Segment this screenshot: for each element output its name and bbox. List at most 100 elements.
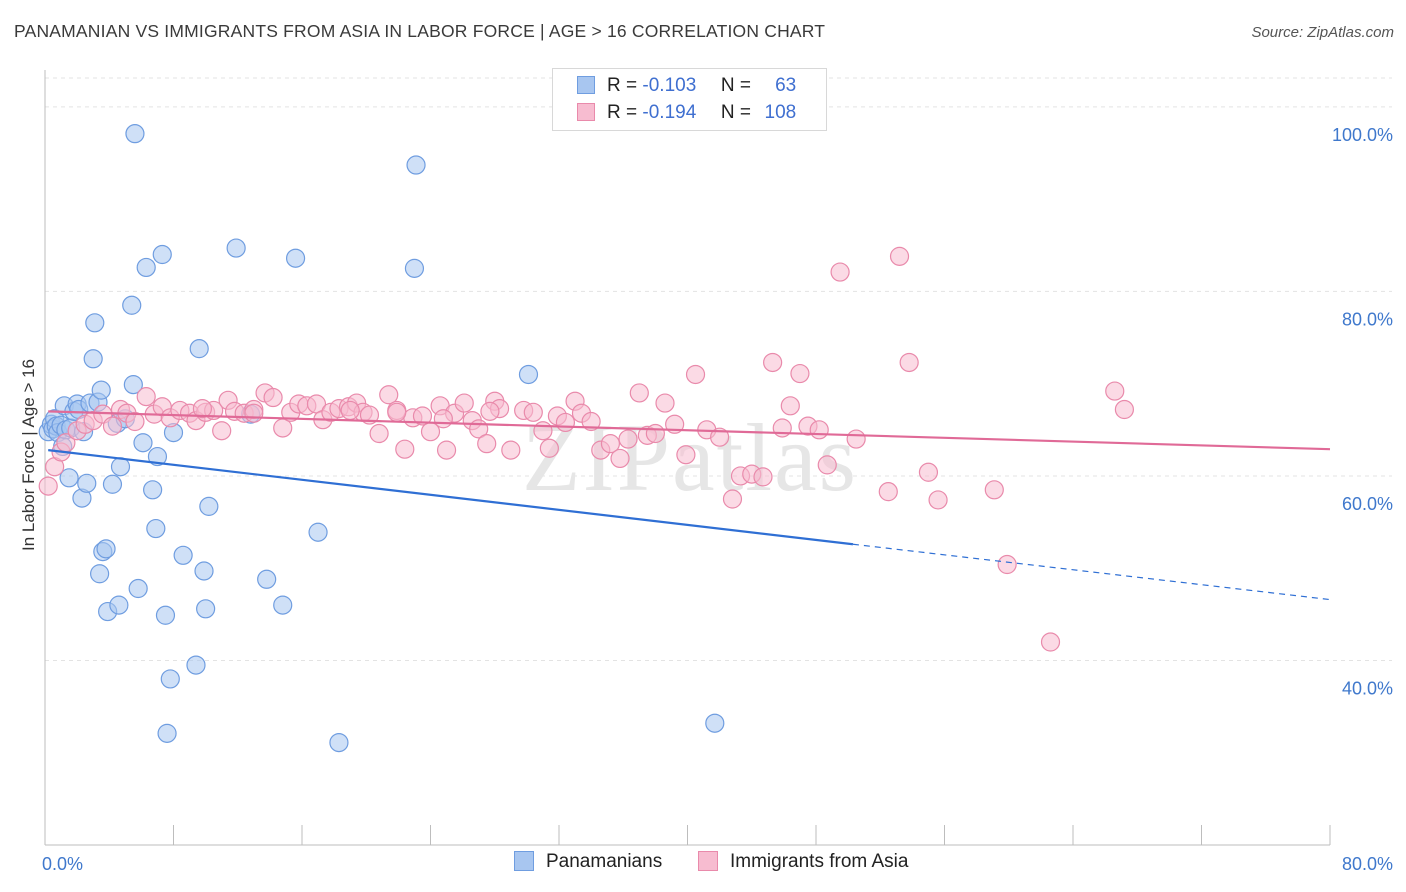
data-point bbox=[199, 496, 219, 516]
data-point bbox=[160, 669, 180, 689]
data-point bbox=[125, 124, 145, 144]
data-point bbox=[600, 434, 621, 454]
legend-label: Immigrants from Asia bbox=[730, 851, 909, 872]
data-point bbox=[404, 258, 425, 278]
legend-n-value: 63 bbox=[775, 75, 797, 96]
legend-n-label: N = bbox=[720, 75, 751, 96]
data-point bbox=[997, 554, 1017, 575]
data-point bbox=[817, 455, 837, 475]
data-point bbox=[610, 448, 630, 469]
data-point bbox=[655, 393, 675, 413]
trend-lines bbox=[48, 410, 1331, 601]
data-point bbox=[273, 595, 293, 615]
data-point bbox=[192, 399, 213, 419]
y-tick-label: 60.0% bbox=[1342, 494, 1393, 514]
data-point bbox=[454, 393, 474, 413]
data-point bbox=[846, 429, 866, 449]
data-point bbox=[790, 363, 810, 384]
data-point bbox=[102, 474, 123, 494]
data-point bbox=[433, 409, 453, 429]
data-point bbox=[173, 545, 193, 565]
data-point bbox=[96, 539, 116, 559]
data-point bbox=[85, 313, 105, 333]
data-point bbox=[77, 473, 97, 493]
legend-label: Panamanians bbox=[546, 851, 663, 872]
data-point bbox=[143, 480, 163, 500]
data-point bbox=[984, 480, 1004, 500]
data-point bbox=[676, 445, 696, 465]
bottom-legend-immigrants: Immigrants from Asia bbox=[698, 851, 908, 873]
data-point bbox=[257, 569, 277, 589]
trend-line bbox=[48, 410, 1331, 451]
data-point bbox=[122, 295, 142, 315]
data-point bbox=[477, 434, 497, 454]
chart-title: PANAMANIAN VS IMMIGRANTS FROM ASIA IN LA… bbox=[14, 21, 826, 41]
data-point bbox=[155, 605, 176, 625]
data-point bbox=[629, 383, 649, 403]
data-point bbox=[710, 427, 730, 447]
data-point bbox=[285, 248, 306, 268]
data-point bbox=[780, 396, 800, 416]
data-point bbox=[194, 561, 214, 581]
legend-n-value: 108 bbox=[764, 102, 797, 123]
legend-r-value: -0.194 bbox=[642, 102, 697, 123]
y-tick-label: 40.0% bbox=[1342, 678, 1393, 698]
data-point bbox=[1105, 381, 1125, 401]
data-point bbox=[189, 339, 209, 359]
data-point bbox=[555, 412, 576, 433]
data-point bbox=[387, 402, 407, 422]
series-immigrants-from-asia bbox=[38, 246, 1135, 652]
data-point bbox=[125, 411, 145, 432]
data-point bbox=[369, 423, 389, 444]
data-point bbox=[1114, 399, 1135, 420]
data-point bbox=[379, 385, 399, 405]
data-point bbox=[110, 457, 131, 477]
legend-n-label: N = bbox=[720, 102, 751, 123]
data-point bbox=[152, 244, 172, 265]
y-tick-labels: 100.0% 80.0% 60.0% 40.0% bbox=[1332, 125, 1393, 699]
y-axis-label: In Labor Force | Age > 16 bbox=[19, 359, 38, 551]
data-point bbox=[359, 405, 380, 425]
x-tick-label-max: 80.0% bbox=[1342, 854, 1393, 874]
data-point bbox=[147, 446, 168, 467]
data-point bbox=[533, 421, 553, 441]
legend-swatch-blue bbox=[577, 76, 595, 94]
data-point bbox=[90, 564, 110, 584]
data-point bbox=[518, 364, 539, 385]
legend-row-immigrants: R = -0.194 N = 108 bbox=[577, 102, 796, 126]
data-point bbox=[136, 257, 156, 278]
legend-swatch-blue bbox=[514, 851, 534, 871]
data-point bbox=[136, 387, 156, 407]
data-point bbox=[685, 364, 706, 385]
data-point bbox=[109, 595, 129, 615]
data-point bbox=[83, 349, 103, 369]
data-point bbox=[406, 155, 426, 175]
trend-line-extension bbox=[852, 543, 1331, 601]
data-point bbox=[308, 522, 328, 542]
legend-r-label: R = bbox=[607, 75, 638, 96]
data-point bbox=[244, 403, 264, 423]
data-point bbox=[157, 723, 177, 743]
data-point bbox=[340, 400, 360, 421]
data-point bbox=[212, 421, 232, 441]
data-point bbox=[436, 440, 457, 460]
data-point bbox=[763, 352, 783, 373]
gridlines bbox=[45, 77, 1392, 661]
data-point bbox=[329, 732, 349, 753]
data-point bbox=[928, 490, 948, 510]
data-point bbox=[899, 352, 919, 373]
data-point bbox=[1040, 632, 1061, 652]
data-point bbox=[618, 429, 638, 449]
legend-r-label: R = bbox=[607, 102, 638, 123]
data-point bbox=[395, 439, 415, 459]
data-point bbox=[146, 518, 166, 539]
data-point bbox=[645, 423, 665, 444]
data-point bbox=[91, 380, 111, 400]
source-label: Source: ZipAtlas.com bbox=[1251, 24, 1394, 41]
data-point bbox=[539, 438, 559, 458]
data-point bbox=[722, 489, 743, 509]
data-point bbox=[480, 401, 500, 421]
data-point bbox=[226, 238, 246, 258]
legend-r-value: -0.103 bbox=[642, 75, 697, 96]
